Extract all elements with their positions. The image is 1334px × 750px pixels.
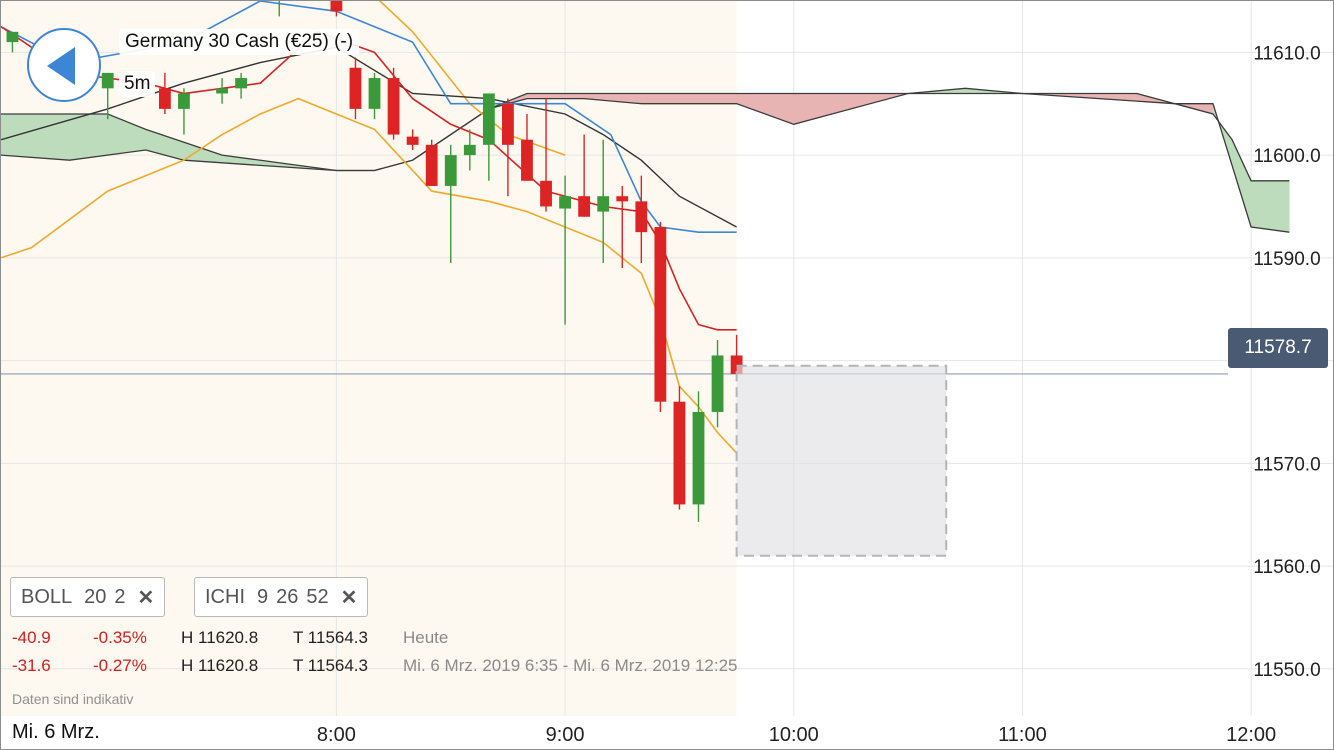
candle-body bbox=[730, 355, 743, 374]
candle-body bbox=[387, 78, 400, 135]
candle-body bbox=[635, 201, 648, 233]
ichimoku-cloud-segment bbox=[526, 93, 585, 99]
candle-body bbox=[158, 88, 171, 109]
x-tick-label: 10:00 bbox=[769, 724, 819, 746]
stat-low: T 11564.3 bbox=[293, 628, 368, 647]
stat-percent: -0.35% bbox=[93, 628, 147, 647]
candle-body bbox=[444, 155, 457, 186]
candle-body bbox=[101, 72, 114, 89]
ichimoku-cloud-segment bbox=[1250, 180, 1290, 233]
ichimoku-cloud-segment bbox=[736, 93, 795, 125]
y-tick-label: 11610.0 bbox=[1253, 43, 1320, 64]
stat-high: H 11620.8 bbox=[181, 656, 259, 675]
candle-body bbox=[692, 411, 705, 505]
candle-body bbox=[616, 196, 629, 202]
candle-body bbox=[463, 144, 476, 156]
chevron-left-icon bbox=[47, 47, 75, 85]
indicator-param: 26 bbox=[276, 585, 299, 608]
candle-body bbox=[216, 88, 228, 94]
x-tick-label: 8:00 bbox=[317, 724, 356, 746]
instrument-title: Germany 30 Cash (€25) (-) bbox=[119, 29, 360, 55]
close-icon[interactable]: ✕ bbox=[340, 586, 358, 609]
candle-body bbox=[673, 401, 686, 505]
candle-body bbox=[6, 31, 19, 43]
bollinger-upper-line bbox=[378, 1, 566, 156]
indicator-chip-boll[interactable]: BOLL 20 2 ✕ bbox=[10, 577, 166, 617]
y-tick-label: 11560.0 bbox=[1253, 557, 1320, 578]
indicator-param: 2 bbox=[114, 585, 126, 608]
candle-body bbox=[178, 93, 190, 109]
ichimoku-cloud-segment bbox=[69, 113, 108, 161]
current-price-tag: 11578.7 bbox=[1228, 328, 1328, 368]
y-tick-label: 11600.0 bbox=[1253, 146, 1320, 167]
candle-body bbox=[597, 196, 610, 212]
ichimoku-cloud-segment bbox=[1231, 139, 1252, 228]
selection-box bbox=[735, 364, 948, 557]
stat-period: Mi. 6 Mrz. 2019 6:35 - Mi. 6 Mrz. 2019 1… bbox=[403, 656, 738, 675]
indicator-param: 20 bbox=[84, 585, 107, 608]
candle-body bbox=[521, 139, 533, 181]
indicator-param: 52 bbox=[306, 585, 329, 608]
indicator-name: BOLL bbox=[21, 585, 73, 608]
ichimoku-cloud-segment bbox=[640, 93, 737, 104]
x-tick-label: 9:00 bbox=[546, 724, 585, 746]
stat-high: H 11620.8 bbox=[181, 628, 259, 647]
candle-body bbox=[654, 227, 667, 402]
ichimoku-kijun-line bbox=[1, 46, 737, 228]
candle-body bbox=[502, 103, 514, 145]
y-tick-label: 11550.0 bbox=[1253, 660, 1320, 681]
stat-change: -40.9 bbox=[12, 628, 51, 647]
indicator-name: ICHI bbox=[205, 585, 245, 608]
ichimoku-span-b-line bbox=[1, 92, 1290, 233]
stat-low: T 11564.3 bbox=[293, 656, 368, 675]
indicator-chip-ichi[interactable]: ICHI 9 26 52 ✕ bbox=[194, 577, 369, 617]
candle-body bbox=[406, 136, 419, 145]
timeframe-label[interactable]: 5m bbox=[119, 71, 156, 97]
candle-body bbox=[578, 196, 591, 217]
stat-period: Heute bbox=[403, 628, 449, 647]
candle-body bbox=[235, 78, 248, 89]
x-tick-label: 12:00 bbox=[1226, 724, 1276, 746]
candle-body bbox=[425, 144, 438, 186]
indicator-param: 9 bbox=[257, 585, 269, 608]
stat-change: -31.6 bbox=[12, 656, 51, 675]
candle-body bbox=[559, 196, 571, 209]
candle-body bbox=[349, 67, 362, 109]
date-label: Mi. 6 Mrz. bbox=[1, 719, 102, 746]
close-icon[interactable]: ✕ bbox=[137, 586, 155, 609]
disclaimer-note: Daten sind indikativ bbox=[12, 691, 134, 707]
y-tick-label: 11590.0 bbox=[1253, 249, 1320, 270]
candle-body bbox=[482, 93, 495, 145]
candle-body bbox=[711, 355, 724, 412]
back-button[interactable] bbox=[27, 28, 101, 102]
ichimoku-span-a-line bbox=[1, 87, 1290, 182]
candle-body bbox=[330, 1, 343, 12]
y-tick-label: 11570.0 bbox=[1253, 454, 1320, 475]
candle-body bbox=[368, 78, 381, 109]
stat-percent: -0.27% bbox=[93, 656, 147, 675]
x-tick-label: 11:00 bbox=[998, 724, 1047, 746]
candle-body bbox=[540, 180, 552, 207]
